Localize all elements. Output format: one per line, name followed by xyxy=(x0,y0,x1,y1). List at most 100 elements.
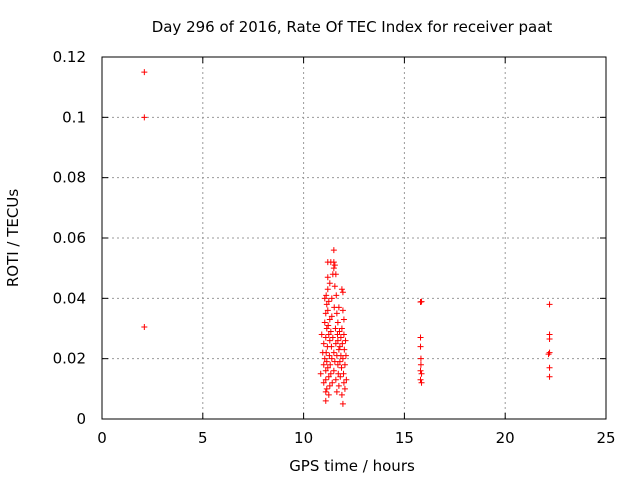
data-point xyxy=(322,310,329,317)
data-point xyxy=(417,355,424,362)
data-point xyxy=(332,271,339,278)
data-point xyxy=(342,337,349,344)
data-point xyxy=(335,304,342,311)
data-point xyxy=(331,283,338,290)
data-point xyxy=(546,364,553,371)
data-point xyxy=(322,388,329,395)
data-point xyxy=(141,69,148,76)
x-tick-label: 25 xyxy=(596,429,615,447)
data-point xyxy=(418,370,425,377)
data-point xyxy=(326,316,333,323)
data-point xyxy=(332,340,339,347)
data-points xyxy=(141,69,553,407)
data-point xyxy=(336,328,343,335)
y-tick-labels: 0 0.02 0.04 0.06 0.08 0.1 0.12 xyxy=(53,48,86,428)
data-point xyxy=(334,319,341,326)
data-point xyxy=(332,376,339,383)
x-tick-label: 15 xyxy=(395,429,414,447)
y-tick-label: 0 xyxy=(76,410,86,428)
data-point xyxy=(326,280,333,287)
y-tick-label: 0.1 xyxy=(62,108,86,126)
data-point xyxy=(546,349,553,356)
data-point xyxy=(339,289,346,296)
data-point xyxy=(417,367,424,374)
data-point xyxy=(340,370,347,377)
data-point xyxy=(330,367,337,374)
data-point xyxy=(141,323,148,330)
data-point xyxy=(342,352,349,359)
data-point xyxy=(545,351,552,358)
data-point xyxy=(323,349,330,356)
data-point xyxy=(322,376,329,383)
data-point xyxy=(324,274,331,281)
data-point xyxy=(334,331,341,338)
data-point xyxy=(318,331,325,338)
data-point xyxy=(325,331,332,338)
x-tick-label: 0 xyxy=(97,429,107,447)
y-tick-label: 0.12 xyxy=(53,48,86,66)
data-point xyxy=(335,382,342,389)
data-point xyxy=(321,355,328,362)
data-point xyxy=(339,340,346,347)
data-point xyxy=(325,373,332,380)
data-point xyxy=(341,385,348,392)
data-point xyxy=(340,316,347,323)
data-point xyxy=(325,298,332,305)
data-point xyxy=(328,355,335,362)
data-point xyxy=(339,355,346,362)
data-point xyxy=(141,114,148,121)
data-point xyxy=(336,358,343,365)
data-point xyxy=(341,361,348,368)
data-point xyxy=(321,319,328,326)
data-point xyxy=(339,400,346,407)
x-tick-labels: 0 5 10 15 20 25 xyxy=(97,429,615,447)
data-point xyxy=(321,295,328,302)
data-point xyxy=(327,328,334,335)
data-point xyxy=(343,376,350,383)
data-point xyxy=(329,379,336,386)
data-point xyxy=(322,367,329,374)
data-point xyxy=(418,298,425,305)
data-point xyxy=(417,361,424,368)
data-point xyxy=(338,391,345,398)
data-point xyxy=(546,301,553,308)
data-point xyxy=(317,370,324,377)
data-point xyxy=(320,379,327,386)
y-tick-label: 0.02 xyxy=(53,350,86,368)
data-point xyxy=(328,313,335,320)
data-point xyxy=(325,391,332,398)
data-point xyxy=(337,334,344,341)
data-point xyxy=(326,337,333,344)
data-point xyxy=(546,336,553,343)
data-point xyxy=(331,358,338,365)
data-point xyxy=(340,331,347,338)
data-point xyxy=(325,322,332,329)
data-point xyxy=(333,292,340,299)
x-axis-label: GPS time / hours xyxy=(289,457,415,475)
data-point xyxy=(326,352,333,359)
chart-title: Day 296 of 2016, Rate Of TEC Index for r… xyxy=(152,18,553,36)
data-point xyxy=(323,292,330,299)
data-point xyxy=(320,340,327,347)
data-point xyxy=(327,361,334,368)
data-point xyxy=(322,334,329,341)
y-tick-label: 0.06 xyxy=(53,229,86,247)
data-point xyxy=(417,376,424,383)
data-point xyxy=(328,295,335,302)
data-point xyxy=(324,364,331,371)
data-point xyxy=(330,265,337,272)
data-point xyxy=(329,334,336,341)
data-point xyxy=(335,370,342,377)
data-point xyxy=(417,334,424,341)
data-point xyxy=(330,349,337,356)
data-point xyxy=(320,361,327,368)
data-point xyxy=(337,373,344,380)
data-point xyxy=(331,262,338,269)
data-point xyxy=(322,397,329,404)
data-point xyxy=(328,343,335,350)
y-tick-label: 0.08 xyxy=(53,169,86,187)
data-point xyxy=(323,325,330,332)
data-point xyxy=(326,382,333,389)
data-point xyxy=(341,346,348,353)
